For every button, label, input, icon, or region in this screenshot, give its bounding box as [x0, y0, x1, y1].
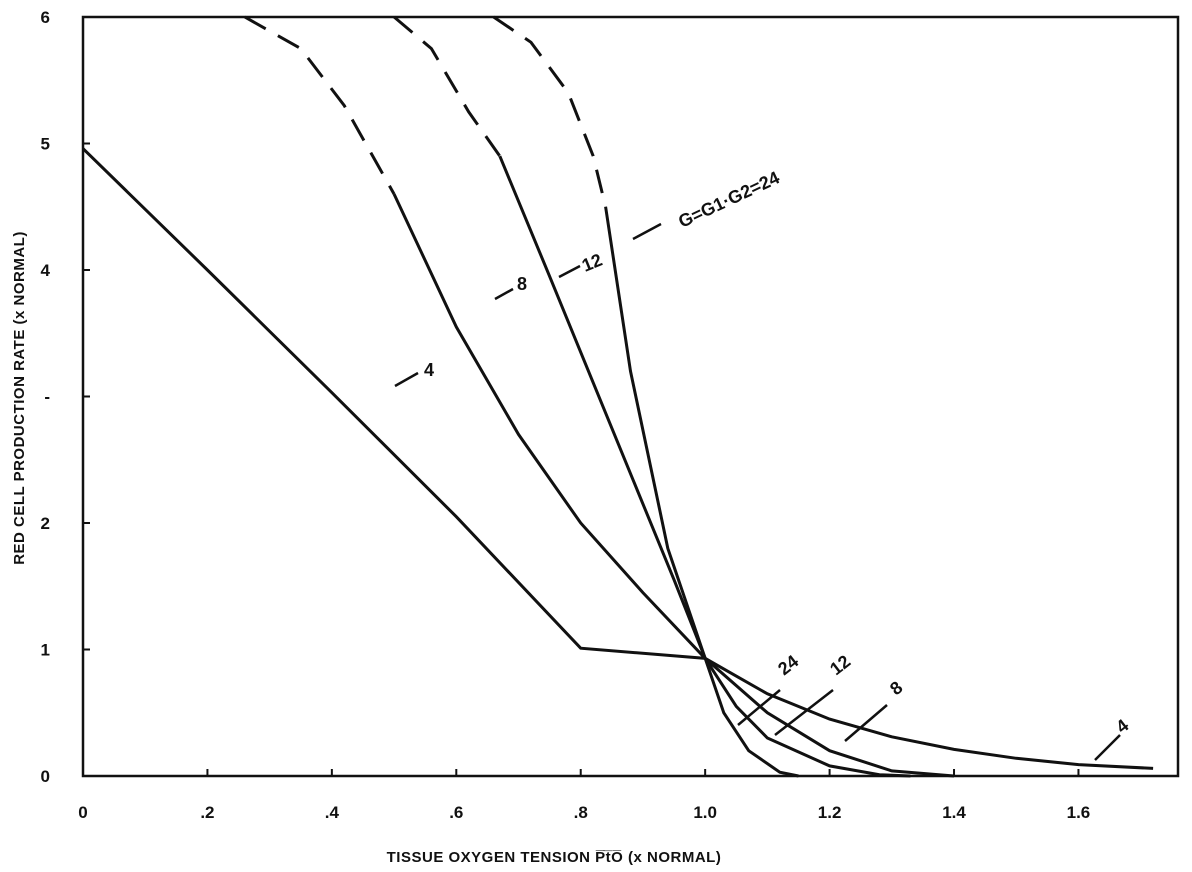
- x-axis-title: TISSUE OXYGEN TENSION P̅t̅O̅ (x NORMAL): [387, 849, 722, 866]
- y-tick-label: 6: [41, 8, 50, 27]
- series-24-dashed-line: [492, 15, 608, 208]
- series-12-dashed-line: [393, 15, 502, 157]
- x-tick-label: 1.6: [1067, 803, 1091, 822]
- x-tick-label: 1.2: [818, 803, 842, 822]
- chart-curve-labels: 4 8 12 G=G1·G2=24 24 12 8 4: [394, 167, 1132, 761]
- curve-label-4: 4: [424, 360, 434, 380]
- chart-curves: [81, 15, 1154, 778]
- x-tick-label: .2: [200, 803, 214, 822]
- y-tick-label: 5: [41, 135, 50, 154]
- lower-label-leader-4: [1094, 734, 1121, 761]
- curve-label-12: 12: [579, 250, 605, 276]
- y-tick-label: 2: [41, 514, 50, 533]
- lower-label-leader-24: [737, 689, 781, 726]
- series-8-line: [392, 193, 955, 778]
- y-axis-title: RED CELL PRODUCTION RATE (x NORMAL): [11, 231, 28, 565]
- plot-frame: [81, 15, 1180, 778]
- label-leader-24: [632, 222, 662, 241]
- x-tick-label: .6: [449, 803, 463, 822]
- lower-curve-label-24: 24: [774, 651, 802, 679]
- series-4-line: [81, 147, 1154, 770]
- series-8-dashed-line: [244, 15, 396, 195]
- series-24-line: [604, 206, 799, 778]
- y-tick-label: 1: [41, 641, 50, 660]
- x-tick-label: .8: [574, 803, 588, 822]
- series-12-line: [498, 155, 911, 778]
- lower-curve-label-4: 4: [1112, 715, 1132, 737]
- x-tick-label: 1.4: [942, 803, 966, 822]
- lower-label-leader-8: [844, 704, 888, 742]
- curve-label-8: 8: [517, 274, 527, 294]
- curve-label-24: G=G1·G2=24: [675, 167, 782, 231]
- x-tick-label: 0: [78, 803, 87, 822]
- x-tick-label: .4: [325, 803, 340, 822]
- lower-label-leader-12: [774, 689, 834, 736]
- label-leader-4: [394, 371, 419, 388]
- label-leader-12: [558, 264, 581, 279]
- lower-curve-label-12: 12: [826, 651, 854, 679]
- label-leader-8: [494, 287, 514, 301]
- x-tick-label: 1.0: [693, 803, 717, 822]
- lower-curve-label-8: 8: [886, 677, 906, 699]
- y-tick-label: 4: [41, 261, 51, 280]
- y-tick-label: -: [44, 388, 50, 407]
- y-tick-label: 0: [41, 767, 50, 786]
